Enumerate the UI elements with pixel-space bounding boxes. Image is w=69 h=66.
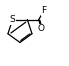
Text: F: F: [41, 6, 46, 15]
Text: O: O: [38, 24, 45, 33]
Text: S: S: [10, 15, 15, 24]
